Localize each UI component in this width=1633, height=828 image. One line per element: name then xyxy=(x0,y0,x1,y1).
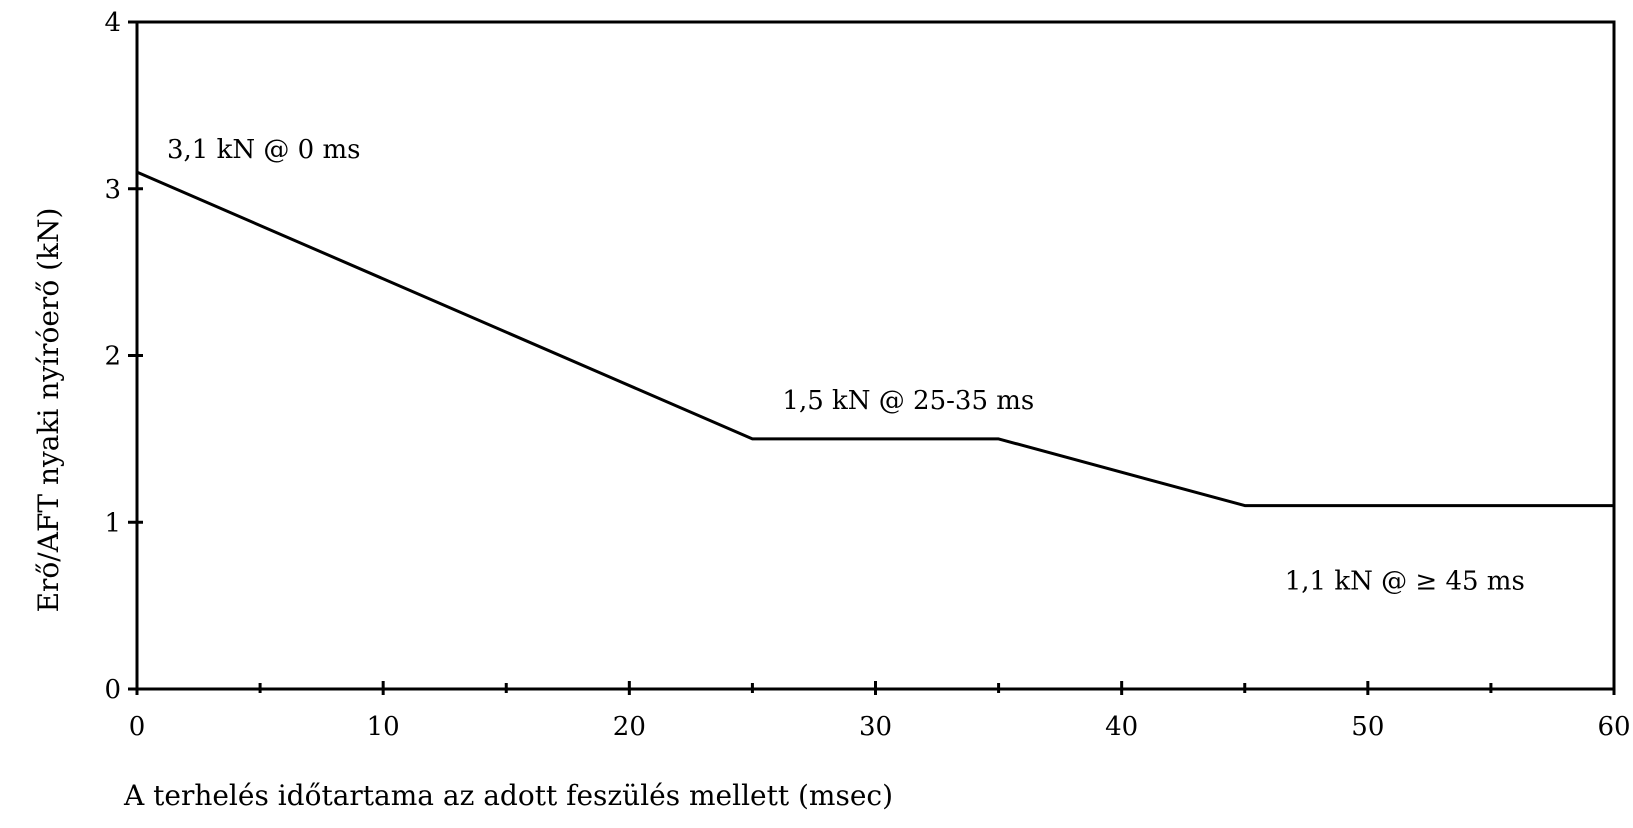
x-tick-label: 50 xyxy=(1351,712,1384,742)
x-tick-label: 40 xyxy=(1105,712,1138,742)
annotations-group: 3,1 kN @ 0 ms 1,5 kN @ 25-35 ms 1,1 kN @ ≥… xyxy=(167,135,1525,597)
x-tick-label: 60 xyxy=(1597,712,1630,742)
x-tick-label: 20 xyxy=(613,712,646,742)
series-group xyxy=(136,170,1614,508)
y-tick-label: 3 xyxy=(104,175,121,205)
y-tick-label: 1 xyxy=(104,508,121,538)
x-tick-label: 0 xyxy=(129,712,146,742)
y-tick-label: 4 xyxy=(104,8,121,38)
annotation-label: 3,1 kN @ 0 ms xyxy=(167,135,360,165)
x-ticks: 0 10 20 30 40 50 60 xyxy=(129,681,1631,742)
x-tick-label: 10 xyxy=(367,712,400,742)
x-axis-label: A terhelés időtartama az adott feszülés … xyxy=(123,779,893,812)
y-tick-label: 2 xyxy=(104,342,121,372)
annotation-label: 1,1 kN @ ≥ 45 ms xyxy=(1285,567,1525,597)
y-ticks: 0 1 2 3 4 xyxy=(104,8,143,705)
y-tick-label: 0 xyxy=(104,675,121,705)
y-axis-label: Erő/AFT nyaki nyíróerő (kN) xyxy=(32,208,65,613)
annotation-label: 1,5 kN @ 25-35 ms xyxy=(782,386,1034,416)
series-line xyxy=(136,170,1614,508)
x-tick-label: 30 xyxy=(859,712,892,742)
